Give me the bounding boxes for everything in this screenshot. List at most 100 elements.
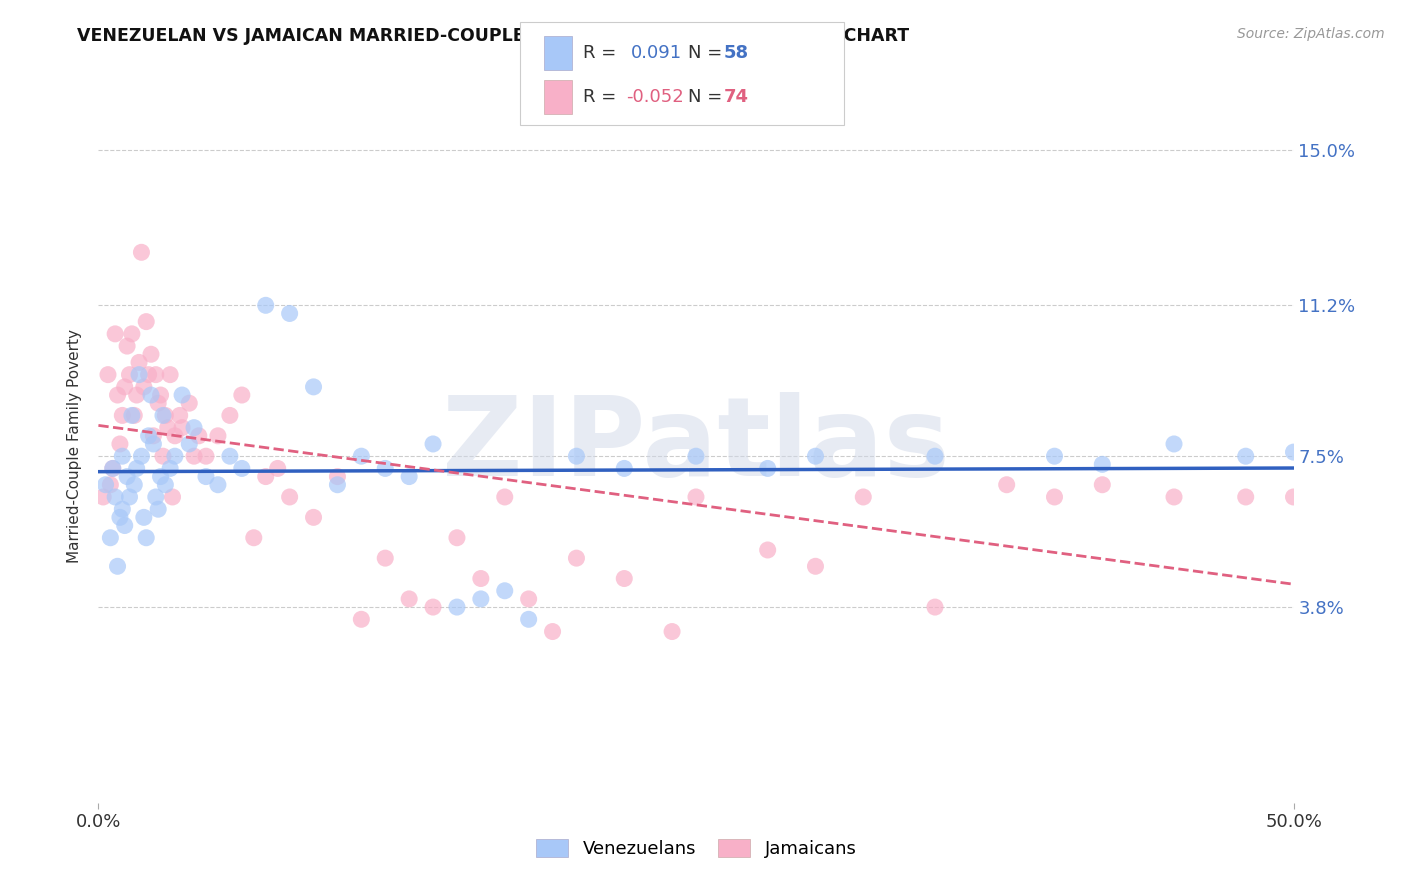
Point <box>517 591 540 606</box>
Point <box>231 388 253 402</box>
Point <box>183 420 205 434</box>
Y-axis label: Married-Couple Family Poverty: Married-Couple Family Poverty <box>67 329 83 563</box>
Point <box>1282 490 1305 504</box>
Point <box>121 409 143 423</box>
Point <box>302 510 325 524</box>
Point <box>135 315 157 329</box>
Point <box>565 551 588 566</box>
Point <box>132 380 155 394</box>
Point <box>98 531 122 545</box>
Point <box>195 449 218 463</box>
Point <box>685 490 707 504</box>
Point <box>1043 490 1066 504</box>
Point <box>172 420 194 434</box>
Text: -0.052: -0.052 <box>626 88 683 106</box>
Point <box>1234 449 1257 463</box>
Point <box>114 380 136 394</box>
Point <box>350 449 373 463</box>
Point <box>132 510 155 524</box>
Point <box>163 429 186 443</box>
Point <box>152 449 174 463</box>
Point <box>149 469 172 483</box>
Point <box>565 449 588 463</box>
Point <box>446 600 468 615</box>
Text: 0.091: 0.091 <box>631 44 682 62</box>
Point <box>145 368 167 382</box>
Point <box>254 469 277 483</box>
Point <box>169 409 191 423</box>
Point <box>139 388 162 402</box>
Point <box>326 477 349 491</box>
Point <box>470 591 492 606</box>
Point <box>685 449 707 463</box>
Point <box>254 298 277 312</box>
Point <box>541 624 564 639</box>
Point <box>470 572 492 586</box>
Point <box>114 518 136 533</box>
Point <box>115 469 138 483</box>
Point <box>101 461 124 475</box>
Point <box>207 429 229 443</box>
Point <box>756 461 779 475</box>
Point <box>422 600 444 615</box>
Point <box>145 490 167 504</box>
Point <box>94 477 117 491</box>
Point <box>131 449 153 463</box>
Point <box>155 477 177 491</box>
Point <box>138 368 160 382</box>
Point <box>159 461 181 475</box>
Point <box>302 380 325 394</box>
Point <box>278 490 301 504</box>
Point <box>163 449 186 463</box>
Point <box>219 409 242 423</box>
Point <box>104 490 127 504</box>
Point <box>1282 445 1305 459</box>
Point <box>142 437 165 451</box>
Point <box>128 368 150 382</box>
Point <box>183 449 205 463</box>
Point <box>162 490 184 504</box>
Point <box>374 461 396 475</box>
Point <box>756 543 779 558</box>
Point <box>924 449 946 463</box>
Point <box>98 477 122 491</box>
Point <box>326 469 349 483</box>
Point <box>91 490 114 504</box>
Point <box>1330 490 1353 504</box>
Point <box>398 469 420 483</box>
Point <box>995 477 1018 491</box>
Point <box>125 388 148 402</box>
Point <box>1163 437 1185 451</box>
Point <box>1043 449 1066 463</box>
Point <box>1091 477 1114 491</box>
Point <box>107 559 129 574</box>
Point <box>804 559 827 574</box>
Text: R =: R = <box>583 44 623 62</box>
Point <box>278 306 301 320</box>
Point <box>179 437 201 451</box>
Point <box>124 477 146 491</box>
Text: N =: N = <box>688 88 727 106</box>
Text: VENEZUELAN VS JAMAICAN MARRIED-COUPLE FAMILY POVERTY CORRELATION CHART: VENEZUELAN VS JAMAICAN MARRIED-COUPLE FA… <box>77 27 910 45</box>
Point <box>104 326 127 341</box>
Point <box>111 449 134 463</box>
Point <box>142 429 165 443</box>
Point <box>207 477 229 491</box>
Point <box>1163 490 1185 504</box>
Point <box>1234 490 1257 504</box>
Point <box>613 572 636 586</box>
Point <box>852 490 875 504</box>
Text: 74: 74 <box>724 88 749 106</box>
Text: 58: 58 <box>724 44 749 62</box>
Point <box>148 396 170 410</box>
Point <box>156 420 179 434</box>
Point <box>267 461 290 475</box>
Point <box>101 461 124 475</box>
Point <box>118 368 141 382</box>
Point <box>125 461 148 475</box>
Point <box>148 502 170 516</box>
Point <box>107 388 129 402</box>
Point <box>152 409 174 423</box>
Point <box>139 347 162 361</box>
Point <box>924 600 946 615</box>
